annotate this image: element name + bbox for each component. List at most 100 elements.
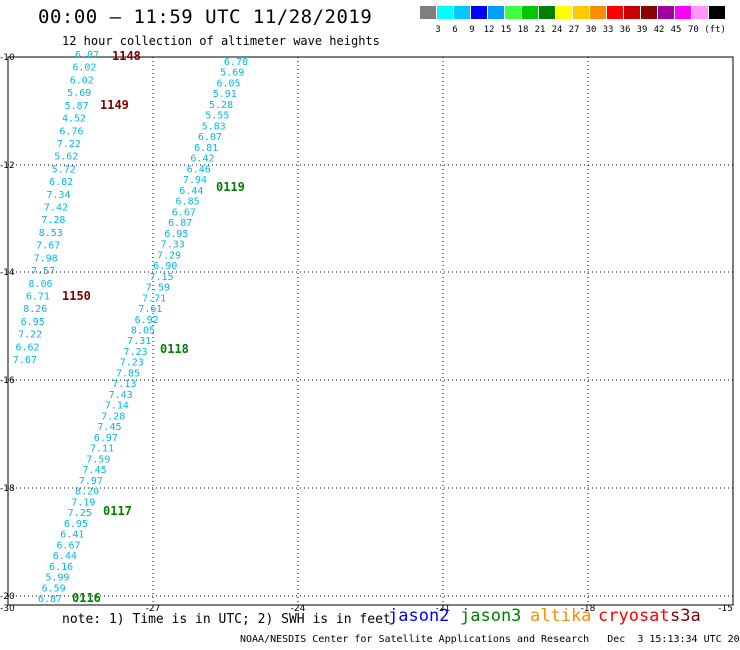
legend-swatch bbox=[505, 6, 521, 19]
legend-label: 24 bbox=[551, 25, 563, 35]
wave-height-value: 7.59 bbox=[86, 454, 110, 465]
wave-height-value: 6.41 bbox=[60, 530, 84, 541]
legend-swatch bbox=[471, 6, 487, 19]
legend-label: 21 bbox=[534, 25, 546, 35]
legend-swatch bbox=[590, 6, 606, 19]
legend-label: 15 bbox=[500, 25, 512, 35]
lon-label: -18 bbox=[581, 604, 596, 614]
wave-height-value: 7.25 bbox=[68, 508, 92, 519]
lat-label: -18 bbox=[0, 484, 15, 494]
legend-swatch bbox=[624, 6, 640, 19]
satellite-label: altika bbox=[530, 606, 592, 626]
wave-height-value: 6.71 bbox=[26, 291, 50, 302]
pass-time-label: 1148 bbox=[112, 49, 141, 63]
legend-label: 39 bbox=[636, 25, 648, 35]
wave-height-value: 6.87 bbox=[168, 218, 192, 229]
wave-height-value: 7.57 bbox=[31, 266, 55, 277]
lat-label: -12 bbox=[0, 161, 15, 171]
wave-height-value: 6.95 bbox=[64, 519, 88, 530]
wave-height-value: 7.85 bbox=[116, 368, 140, 379]
lon-label: -30 bbox=[0, 604, 15, 614]
pass-time-label: 0119 bbox=[216, 180, 245, 194]
pass-time-label: 0118 bbox=[160, 342, 189, 356]
legend-label: 42 bbox=[653, 25, 665, 35]
wave-height-value: 6.05 bbox=[216, 78, 240, 89]
legend-swatch bbox=[437, 6, 453, 19]
lat-label: -20 bbox=[0, 592, 15, 602]
pass-time-label: 1150 bbox=[62, 289, 91, 303]
wave-height-value: 7.59 bbox=[146, 283, 170, 294]
wave-height-value: 5.69 bbox=[67, 88, 91, 99]
satellite-label: cryosat bbox=[598, 606, 670, 626]
legend-swatch bbox=[539, 6, 555, 19]
legend-label: 6 bbox=[452, 25, 458, 35]
wave-height-value: 6.82 bbox=[49, 177, 73, 188]
wave-height-value: 7.94 bbox=[183, 175, 207, 186]
wave-height-value: 7.33 bbox=[161, 240, 185, 251]
wave-height-value: 4.52 bbox=[62, 114, 86, 125]
wave-height-value: 7.11 bbox=[90, 444, 114, 455]
map-frame bbox=[7, 56, 734, 606]
wave-height-value: 6.95 bbox=[164, 229, 188, 240]
legend-swatch bbox=[607, 6, 623, 19]
wave-height-value: 7.29 bbox=[157, 250, 181, 261]
legend-swatch bbox=[675, 6, 691, 19]
legend-swatch bbox=[692, 6, 708, 19]
wave-height-value: 6.85 bbox=[176, 197, 200, 208]
legend-swatch bbox=[658, 6, 674, 19]
legend-label: 9 bbox=[469, 25, 475, 35]
legend-label: 18 bbox=[517, 25, 529, 35]
wave-height-value: 6.44 bbox=[179, 186, 203, 197]
wave-height-value: 6.02 bbox=[70, 75, 94, 86]
wave-height-value: 6.42 bbox=[190, 154, 214, 165]
legend-label: 27 bbox=[568, 25, 580, 35]
legend-swatch bbox=[488, 6, 504, 19]
wave-height-value: 6.67 bbox=[57, 540, 81, 551]
wave-height-value: 7.31 bbox=[127, 336, 151, 347]
legend-label: 45 bbox=[670, 25, 682, 35]
legend-swatch bbox=[522, 6, 538, 19]
wave-height-value: 7.28 bbox=[101, 411, 125, 422]
note-text: note: 1) Time is in UTC; 2) SWH is in fe… bbox=[62, 612, 391, 627]
lat-label: -14 bbox=[0, 268, 15, 278]
wave-height-value: 6.44 bbox=[53, 551, 77, 562]
wave-height-value: 7.43 bbox=[109, 390, 133, 401]
map-subtitle: 12 hour collection of altimeter wave hei… bbox=[62, 34, 380, 48]
wave-height-value: 7.22 bbox=[57, 139, 81, 150]
legend-label: 33 bbox=[602, 25, 614, 35]
wave-height-value: 6.78 bbox=[224, 57, 248, 68]
wave-height-value: 7.15 bbox=[150, 272, 174, 283]
wave-height-value: 5.83 bbox=[202, 121, 226, 132]
lon-label: -24 bbox=[291, 604, 306, 614]
wave-height-value: 7.45 bbox=[83, 465, 107, 476]
legend-label: 30 bbox=[585, 25, 597, 35]
wave-height-value: 7.45 bbox=[97, 422, 121, 433]
wave-height-value: 7.22 bbox=[18, 330, 42, 341]
legend-swatch bbox=[454, 6, 470, 19]
legend-swatch bbox=[420, 6, 436, 19]
legend-swatch bbox=[556, 6, 572, 19]
wave-height-value: 6.95 bbox=[21, 317, 45, 328]
wave-height-value: 6.59 bbox=[42, 583, 66, 594]
wave-height-value: 5.72 bbox=[52, 164, 76, 175]
wave-height-value: 6.90 bbox=[153, 261, 177, 272]
wave-height-value: 6.87 bbox=[38, 594, 62, 605]
wave-height-value: 7.14 bbox=[105, 401, 129, 412]
wave-height-value: 5.87 bbox=[65, 101, 89, 112]
wave-height-value: 6.67 bbox=[172, 207, 196, 218]
wave-height-value: 7.19 bbox=[71, 497, 95, 508]
wave-height-value: 6.46 bbox=[187, 164, 211, 175]
satellite-label: jason3 bbox=[460, 606, 522, 626]
lat-label: -16 bbox=[0, 376, 15, 386]
wave-height-value: 6.76 bbox=[59, 126, 83, 137]
satellite-label: s3a bbox=[670, 606, 701, 626]
pass-time-label: 0117 bbox=[103, 504, 132, 518]
legend-label: 12 bbox=[483, 25, 495, 35]
wave-height-value: 8.05 bbox=[131, 326, 155, 337]
lon-label: -21 bbox=[436, 604, 451, 614]
wave-height-value: 7.42 bbox=[44, 203, 68, 214]
wave-height-value: 7.71 bbox=[142, 293, 166, 304]
wave-height-value: 5.62 bbox=[54, 152, 78, 163]
lon-label: -15 bbox=[718, 604, 733, 614]
